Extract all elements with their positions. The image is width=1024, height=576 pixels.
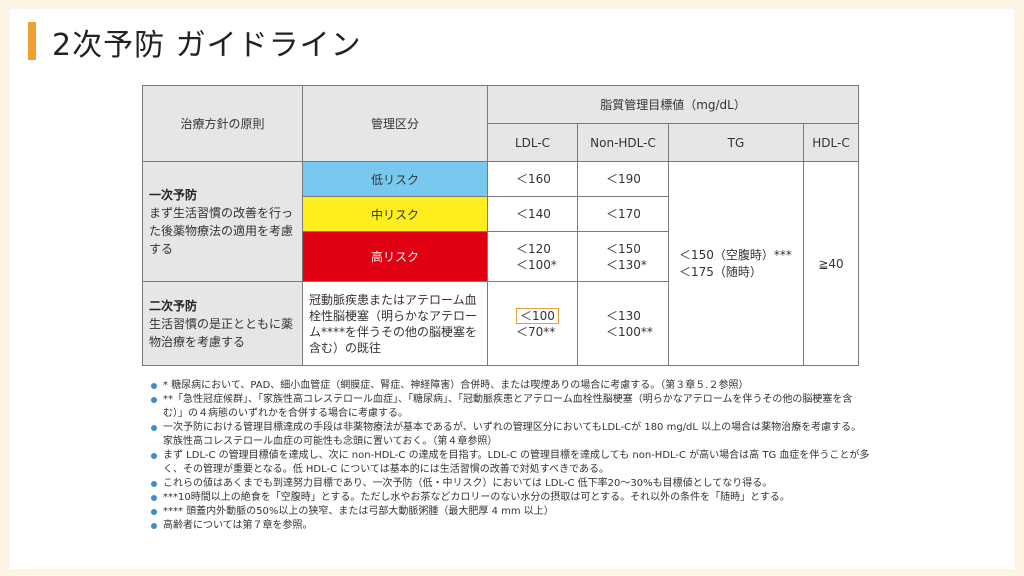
header-nonhdl: Non-HDL-C xyxy=(577,123,669,162)
header-tg: TG xyxy=(668,123,804,162)
footnote: これらの値はあくまでも到達努力目標であり、一次予防（低・中リスク）においては L… xyxy=(150,477,870,491)
footnote: ***10時間以上の絶食を「空腹時」とする。ただし水やお茶などカロリーのない水分… xyxy=(150,491,870,505)
tg-fasting: ＜150（空腹時）*** xyxy=(679,247,792,262)
footnote: * 糖尿病において、PAD、細小血管症（網膜症、腎症、神経障害）合併時、または喫… xyxy=(150,379,870,393)
secondary-heading: 二次予防 xyxy=(149,298,198,313)
high-nonhdl-cell: ＜150 ＜130* xyxy=(577,231,669,282)
title-accent-bar xyxy=(28,22,36,60)
footnote: **** 頭蓋内外動脈の50%以上の狭窄、または弓部大動脈粥腫（最大肥厚 4 m… xyxy=(150,505,870,519)
secondary-nonhdl-alt: ＜100** xyxy=(606,324,653,339)
tg-random: ＜175（随時） xyxy=(679,264,762,279)
high-ldl-alt: ＜100* xyxy=(516,257,557,272)
lipid-target-table: 治療方針の原則 管理区分 脂質管理目標値（mg/dL） LDL-C Non-HD… xyxy=(142,85,860,366)
primary-prevention-cell: 一次予防 まず生活習慣の改善を行った後薬物療法の適用を考慮する xyxy=(142,161,303,282)
secondary-text: 生活習慣の是正とともに薬物治療を考慮する xyxy=(149,316,294,349)
header-category: 管理区分 xyxy=(302,85,488,162)
high-ldl: ＜120 xyxy=(516,241,551,256)
secondary-category: 冠動脈疾患またはアテローム血栓性脳梗塞（明らかなアテローム****を伴うその他の… xyxy=(302,281,488,366)
mid-nonhdl: ＜170 xyxy=(577,196,669,232)
high-nonhdl-alt: ＜130* xyxy=(606,257,647,272)
primary-heading: 一次予防 xyxy=(149,187,198,202)
low-risk-cell: 低リスク xyxy=(302,161,488,197)
footnote: 高齢者については第７章を参照。 xyxy=(150,519,870,533)
mid-risk-cell: 中リスク xyxy=(302,196,488,232)
high-nonhdl: ＜150 xyxy=(606,241,641,256)
header-ldl: LDL-C xyxy=(487,123,578,162)
low-nonhdl: ＜190 xyxy=(577,161,669,197)
secondary-nonhdl-cell: ＜130 ＜100** xyxy=(577,281,669,366)
header-principle: 治療方針の原則 xyxy=(142,85,303,162)
header-hdl: HDL-C xyxy=(802,123,860,162)
high-ldl-cell: ＜120 ＜100* xyxy=(487,231,578,282)
page-title: 2次予防 ガイドライン xyxy=(52,28,362,63)
header-target: 脂質管理目標値（mg/dL） xyxy=(486,85,860,124)
footnotes: * 糖尿病において、PAD、細小血管症（網膜症、腎症、神経障害）合併時、または喫… xyxy=(150,379,870,533)
footnote: まず LDL-C の管理目標値を達成し、次に non-HDL-C の達成を目指す… xyxy=(150,449,870,477)
secondary-prevention-cell: 二次予防 生活習慣の是正とともに薬物治療を考慮する xyxy=(142,281,303,366)
secondary-ldl-cell: ＜100 ＜70** xyxy=(487,281,578,366)
high-risk-cell: 高リスク xyxy=(302,231,488,282)
primary-text: まず生活習慣の改善を行った後薬物療法の適用を考慮する xyxy=(149,205,294,256)
low-ldl: ＜160 xyxy=(487,161,578,197)
footnote: 一次予防における管理目標達成の手段は非薬物療法が基本であるが、いずれの管理区分に… xyxy=(150,421,870,449)
tg-cell: ＜150（空腹時）*** ＜175（随時） xyxy=(668,161,804,366)
hdl-cell: ≧40 xyxy=(802,161,860,366)
mid-ldl: ＜140 xyxy=(487,196,578,232)
footnote: **「急性冠症候群」、「家族性高コレステロール血症」、「糖尿病」、「冠動脈疾患と… xyxy=(150,393,870,421)
secondary-nonhdl: ＜130 xyxy=(606,308,641,323)
secondary-ldl-alt: ＜70** xyxy=(516,324,556,339)
secondary-ldl: ＜100 xyxy=(516,307,559,324)
